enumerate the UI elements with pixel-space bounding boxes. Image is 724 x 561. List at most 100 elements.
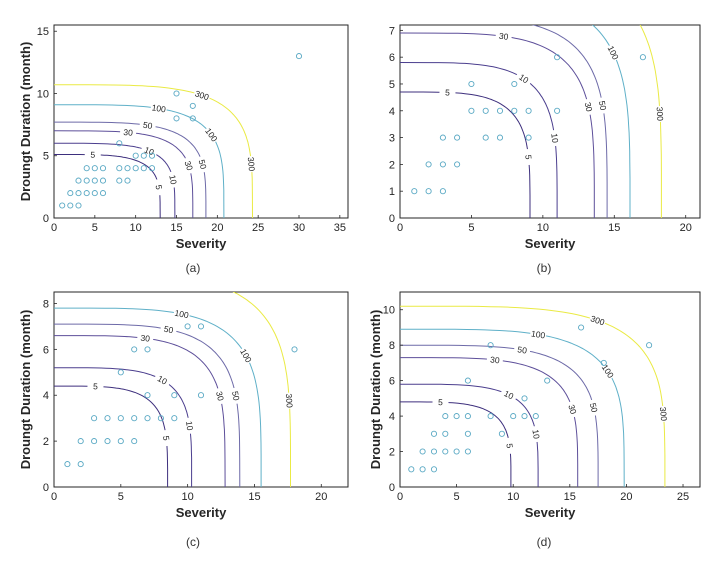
data-point (430, 448, 438, 455)
y-tick-label: 6 (389, 52, 395, 64)
data-point (468, 80, 475, 88)
data-point (464, 448, 471, 455)
y-axis-label: Droungt Duration (month) (368, 310, 383, 470)
panel-caption: (d) (537, 535, 552, 549)
contour-label: 5 (504, 443, 515, 449)
data-point (464, 430, 471, 437)
y-tick-label: 10 (383, 305, 395, 317)
data-point (425, 161, 432, 168)
data-point (77, 461, 84, 468)
data-point (64, 461, 71, 468)
data-point (144, 415, 151, 422)
scatter-group (411, 54, 646, 195)
data-point (525, 134, 532, 141)
data-point (91, 190, 98, 197)
data-point (104, 438, 111, 445)
contour-line-300 (54, 84, 253, 218)
x-tick-label: 10 (537, 222, 549, 234)
x-axis-label: Severity (525, 505, 576, 520)
data-point (487, 413, 494, 420)
contour-label: 50 (197, 158, 209, 170)
data-point (104, 415, 111, 422)
data-point (157, 415, 164, 422)
contour-label: 50 (597, 100, 609, 111)
data-point (454, 134, 461, 141)
x-tick-label: 0 (51, 222, 57, 234)
data-point (408, 466, 415, 473)
x-tick-label: 5 (468, 222, 474, 234)
contour-label: 300 (284, 393, 295, 408)
data-point (117, 415, 124, 422)
data-point (525, 107, 532, 114)
x-tick-label: 5 (454, 491, 460, 503)
data-point (91, 165, 98, 172)
data-point (116, 165, 123, 172)
data-point (75, 177, 82, 184)
contour-label: 5 (161, 435, 172, 441)
contour-label: 30 (566, 403, 578, 415)
x-tick-label: 25 (677, 491, 689, 503)
data-point (184, 323, 191, 330)
x-tick-label: 5 (118, 491, 124, 503)
data-point (171, 392, 178, 399)
y-tick-label: 0 (389, 482, 395, 494)
contour-line-100 (54, 104, 225, 218)
data-point (419, 448, 426, 455)
x-tick-label: 20 (620, 491, 632, 503)
data-point (511, 107, 518, 114)
contour-label: 300 (194, 88, 211, 102)
y-tick-label: 6 (389, 376, 395, 388)
data-point (117, 369, 124, 376)
scatter-group (64, 323, 298, 468)
contour-label: 5 (438, 397, 443, 407)
data-point (439, 134, 446, 141)
y-tick-label: 6 (43, 344, 49, 356)
contour-label: 50 (230, 390, 242, 401)
contour-label: 5 (523, 154, 533, 160)
data-point (140, 165, 147, 172)
x-tick-label: 20 (211, 222, 223, 234)
plot-area (399, 291, 701, 488)
contour-line-300 (400, 305, 666, 487)
data-point (91, 438, 98, 445)
contour-label: 10 (167, 174, 179, 186)
data-point (453, 413, 460, 420)
y-tick-label: 7 (389, 25, 395, 37)
data-point (131, 438, 138, 445)
data-point (144, 392, 151, 399)
data-point (99, 177, 107, 184)
data-point (99, 190, 107, 197)
y-axis-label: Droungt Duration (month) (18, 42, 33, 202)
data-point (75, 202, 82, 209)
data-point (173, 115, 180, 122)
y-tick-label: 5 (389, 79, 395, 91)
data-point (532, 413, 539, 420)
data-point (83, 190, 90, 197)
data-point (578, 324, 585, 331)
data-point (442, 430, 449, 437)
data-point (140, 152, 147, 159)
y-tick-label: 5 (43, 151, 49, 163)
data-point (291, 346, 298, 353)
data-point (487, 342, 494, 349)
data-point (498, 430, 505, 437)
data-point (439, 161, 446, 168)
data-point (91, 415, 98, 422)
contour-label: 30 (123, 127, 134, 138)
data-point (482, 134, 489, 141)
data-point (116, 177, 123, 184)
x-tick-label: 10 (130, 222, 142, 234)
data-point (464, 413, 471, 420)
scatter-group (59, 53, 303, 209)
data-point (132, 165, 139, 172)
data-point (171, 415, 178, 422)
x-tick-label: 20 (680, 222, 692, 234)
data-point (411, 188, 418, 195)
data-point (482, 107, 489, 114)
x-tick-label: 10 (507, 491, 519, 503)
data-point (144, 346, 151, 353)
